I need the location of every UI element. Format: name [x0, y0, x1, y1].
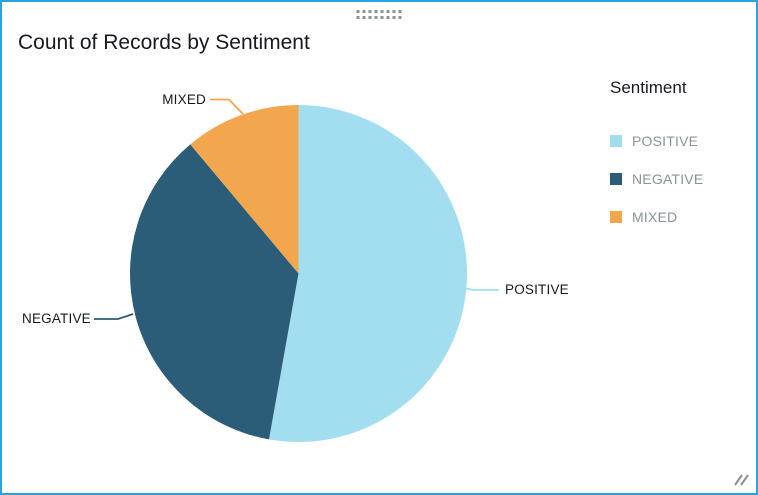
- resize-handle[interactable]: [734, 472, 750, 488]
- pie-label-negative: NEGATIVE: [22, 311, 91, 326]
- pie-slice-mixed[interactable]: [190, 105, 299, 274]
- legend-swatch-mixed: [610, 211, 622, 223]
- legend-swatch-positive: [610, 135, 622, 147]
- legend-title: Sentiment: [610, 78, 687, 97]
- legend-item-mixed[interactable]: MIXED: [610, 209, 750, 225]
- pie-slices: [130, 105, 467, 442]
- legend-swatch-negative: [610, 173, 622, 185]
- pie-slice-negative[interactable]: [130, 144, 299, 440]
- pie-slice-positive[interactable]: [269, 105, 467, 442]
- legend-label: NEGATIVE: [632, 171, 704, 187]
- leader-line-negative: [94, 313, 134, 320]
- pie-label-positive: POSITIVE: [505, 282, 569, 297]
- leader-line-mixed: [210, 98, 244, 115]
- legend-item-negative[interactable]: NEGATIVE: [610, 171, 750, 187]
- pie-label-mixed: MIXED: [162, 92, 206, 107]
- legend-label: POSITIVE: [632, 133, 699, 149]
- legend: Sentiment POSITIVE NEGATIVE MIXED: [610, 78, 750, 248]
- leader-line-positive: [464, 287, 499, 291]
- visual-title: Count of Records by Sentiment: [18, 31, 310, 54]
- legend-label: MIXED: [632, 209, 678, 225]
- drag-handle[interactable]: [356, 10, 402, 19]
- legend-item-positive[interactable]: POSITIVE: [610, 133, 750, 149]
